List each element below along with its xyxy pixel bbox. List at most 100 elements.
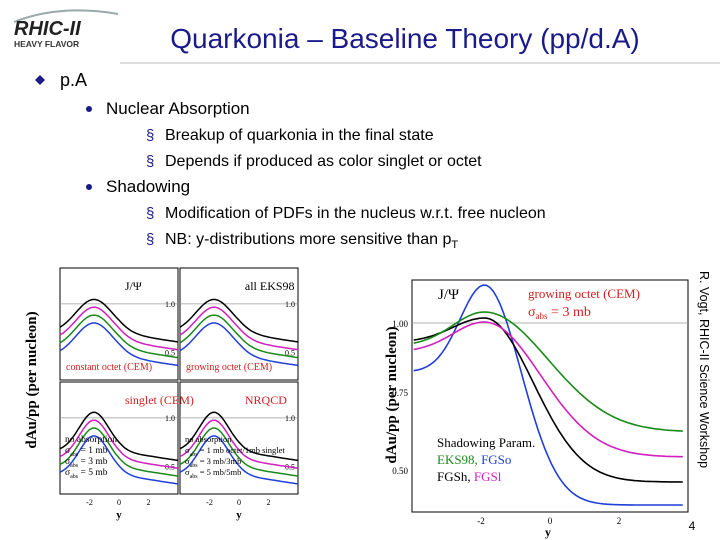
legend-entry: no absorption <box>65 435 117 445</box>
curve <box>179 322 299 367</box>
entry-text: = 1 mb <box>78 446 108 456</box>
content: p.A Nuclear Absorption § Breakup of quarkon… <box>24 70 711 539</box>
symbol: σ <box>185 456 190 466</box>
x-tick-label: 2 <box>617 516 622 526</box>
legend-row: EKS98, FGSo <box>437 452 511 467</box>
y-tick-label: 0.5 <box>165 348 175 357</box>
y-tick-label: 1.0 <box>285 414 295 423</box>
legend-entry: σabs = 3 mb/3mb <box>185 456 241 469</box>
subscript: abs <box>70 463 79 469</box>
diamond-bullet <box>35 75 45 85</box>
y-tick-label: 1.0 <box>165 300 175 309</box>
subscript: abs <box>70 452 79 458</box>
panel-title: NRQCD <box>245 393 287 407</box>
x-axis-label: y <box>116 509 122 521</box>
panel-title: all EKS98 <box>245 279 295 293</box>
symbol: σ <box>528 305 536 320</box>
x-tick-label: 2 <box>147 498 151 507</box>
curve <box>59 435 179 485</box>
bullet-l2: Nuclear Absorption <box>106 99 250 118</box>
bullet-text: Breakup of quarkonia in the final state <box>165 127 434 144</box>
symbol: σ <box>185 445 190 455</box>
legend-entry: σabs = 1 mb <box>65 446 108 458</box>
y-axis-label: dAu/pp (per nucleon) <box>384 326 400 463</box>
panel-title: singlet (CEM) <box>125 393 194 407</box>
symbol: σ <box>65 457 70 467</box>
y-tick-label: 1.00 <box>392 319 408 329</box>
panel-frame <box>179 267 299 381</box>
legend-entry: FGSh, <box>437 469 471 484</box>
bullet-l3: NB: y-distributions more sensitive than … <box>165 231 458 251</box>
curve <box>59 298 179 343</box>
subscript: abs <box>190 463 199 469</box>
entry-text: = 1 mb octet/1mb singlet <box>198 445 286 455</box>
dot-bullet <box>86 106 92 112</box>
entry-text: = 5 mb/5mb <box>198 467 242 477</box>
x-axis-label: y <box>236 509 242 521</box>
bullet-text: Modification of PDFs in the nucleus w.r.… <box>165 205 546 222</box>
logo-name: RHIC-II <box>14 18 81 40</box>
entry-text: = 5 mb <box>78 468 108 478</box>
curve <box>59 306 179 351</box>
subscript: T <box>451 239 458 251</box>
curve <box>413 317 683 483</box>
bullet-text: Depends if produced as color singlet or … <box>165 153 482 170</box>
entry-text: = 3 mb <box>548 305 591 320</box>
panel-title: J/Ψ <box>125 279 142 293</box>
legend-title: Shadowing Param. <box>437 435 535 450</box>
section-mark: § <box>146 205 154 222</box>
plot-frame <box>411 279 689 513</box>
legend-row: FGSh, FGSl <box>437 469 502 484</box>
curve <box>179 306 299 351</box>
legend-entry: FGSo <box>478 452 512 467</box>
section-mark: § <box>146 231 154 248</box>
bullet-l3: Breakup of quarkonia in the final state <box>165 127 434 144</box>
logo-swoosh <box>13 9 119 23</box>
curve <box>179 427 299 477</box>
legend-entry: σabs = 3 mb <box>65 457 108 469</box>
x-tick-label: -2 <box>206 498 213 507</box>
y-tick-label: 0.50 <box>392 466 408 476</box>
section-mark: § <box>146 153 154 170</box>
symbol: σ <box>185 467 190 477</box>
plot-caption: growing octet (CEM) <box>528 286 640 301</box>
legend-entry: σabs = 5 mb <box>65 468 108 480</box>
panel-frame <box>59 267 179 381</box>
curve <box>59 314 179 359</box>
y-tick-label: 1.0 <box>165 414 175 423</box>
curve <box>59 419 179 469</box>
x-tick-label: 0 <box>548 516 553 526</box>
curve <box>59 411 179 462</box>
subscript: abs <box>190 474 199 480</box>
y-tick-label: 0.5 <box>285 348 295 357</box>
curve <box>179 419 299 469</box>
panel-frame <box>179 381 299 495</box>
curve <box>59 427 179 477</box>
legend-entry: EKS98, <box>437 452 478 467</box>
bullet-text: NB: y-distributions more sensitive than … <box>165 231 451 248</box>
curve <box>179 298 299 343</box>
y-axis-label: dAu/pp (per nucleon) <box>24 311 40 448</box>
panel-caption: constant octet (CEM) <box>66 362 152 373</box>
x-axis-label: y <box>545 525 551 539</box>
x-tick-label: -2 <box>477 516 485 526</box>
bullet-l3: Modification of PDFs in the nucleus w.r.… <box>165 205 546 222</box>
curve <box>179 314 299 359</box>
bullet-l1: p.A <box>60 70 87 90</box>
symbol: σ <box>65 446 70 456</box>
panel-frame <box>59 381 179 495</box>
y-tick-label: 0.75 <box>392 388 408 398</box>
symbol: σ <box>65 468 70 478</box>
entry-text: = 3 mb/3mb <box>198 456 242 466</box>
curve <box>179 435 299 485</box>
curve <box>179 411 299 462</box>
curve <box>413 321 683 458</box>
dot-bullet <box>86 184 92 190</box>
legend-entry: σabs = 1 mb octet/1mb singlet <box>185 445 285 458</box>
y-tick-label: 1.0 <box>285 300 295 309</box>
subscript: abs <box>190 452 199 458</box>
entry-text: no absorption <box>185 434 232 444</box>
page-number: 4 <box>689 519 696 533</box>
x-tick-label: 2 <box>267 498 271 507</box>
